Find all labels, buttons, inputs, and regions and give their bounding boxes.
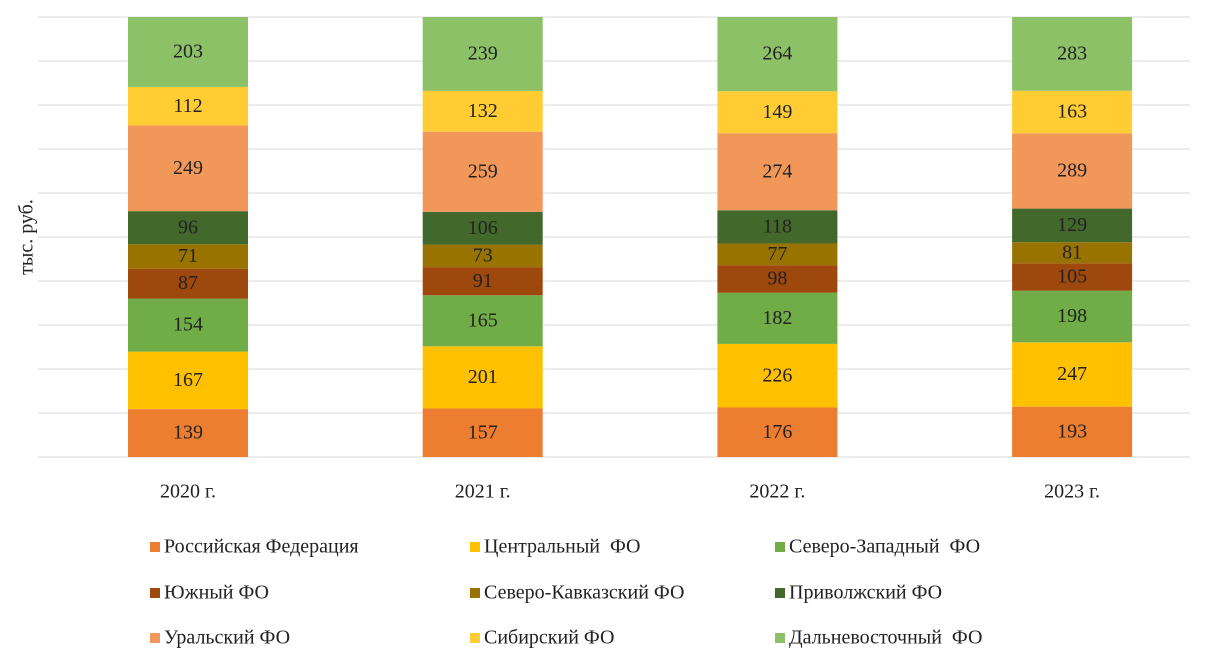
bar-segment	[1012, 242, 1133, 264]
data-label: 129	[1057, 214, 1087, 236]
bar-segment	[717, 265, 838, 293]
data-label: 71	[178, 245, 198, 267]
bar-segment	[128, 17, 248, 87]
data-label: 73	[473, 244, 493, 266]
data-label: 289	[1057, 160, 1087, 182]
data-label: 106	[468, 217, 498, 239]
x-tick-label: 2021 г.	[455, 481, 511, 503]
data-label: 154	[173, 314, 203, 336]
data-label: 198	[1057, 305, 1087, 327]
legend-swatch	[775, 542, 785, 552]
bar-segment	[128, 244, 248, 269]
bar-segment	[717, 407, 838, 457]
x-tick-label: 2020 г.	[160, 481, 216, 503]
data-label: 139	[173, 422, 203, 444]
bar-segment	[128, 125, 248, 212]
bar-segment	[717, 210, 838, 244]
data-label: 259	[468, 160, 498, 182]
data-label: 283	[1057, 42, 1087, 64]
data-label: 105	[1057, 266, 1087, 288]
x-tick-label: 2022 г.	[749, 481, 805, 503]
data-label: 203	[173, 41, 203, 63]
bar-segment	[1012, 342, 1133, 407]
data-label: 91	[473, 270, 493, 292]
y-axis-label: тыс. руб.	[16, 199, 38, 275]
legend-label: Северо-Западный ФО	[789, 536, 980, 558]
bar-segment	[128, 86, 248, 126]
data-label: 165	[468, 309, 498, 331]
bar-segment	[422, 131, 543, 212]
data-label: 77	[767, 243, 787, 265]
x-tick-label: 2023 г.	[1044, 481, 1100, 503]
bar-segment	[1012, 17, 1133, 91]
data-label: 264	[762, 43, 792, 65]
data-label: 149	[762, 101, 792, 123]
legend-label: Сибирский ФО	[484, 627, 614, 649]
data-label: 132	[468, 100, 498, 122]
legend-label: Дальневосточный ФО	[789, 627, 982, 649]
legend-swatch	[150, 588, 160, 598]
legend-swatch	[150, 542, 160, 552]
legend-swatch	[470, 633, 480, 643]
bar-segment	[128, 298, 248, 352]
legend-swatch	[775, 588, 785, 598]
bar-segment	[422, 17, 543, 91]
legend-swatch	[150, 633, 160, 643]
legend-swatch	[470, 542, 480, 552]
data-label: 249	[173, 157, 203, 179]
bar-segment	[1012, 406, 1133, 457]
bar-segment	[422, 267, 543, 296]
bar-segment	[717, 292, 838, 344]
data-label: 201	[468, 366, 498, 388]
data-label: 112	[173, 95, 202, 117]
data-label: 118	[763, 215, 792, 237]
bar-segment	[422, 244, 543, 268]
data-label: 163	[1057, 101, 1087, 123]
legend-label: Приволжский ФО	[789, 582, 942, 604]
data-label: 182	[762, 307, 792, 329]
legend-label: Северо-Кавказский ФО	[484, 582, 684, 604]
legend-label: Центральный ФО	[484, 536, 641, 558]
legend-label: Российская Федерация	[164, 536, 359, 558]
bar-segment	[422, 211, 543, 245]
legend-label: Южный ФО	[164, 582, 269, 604]
data-label: 193	[1057, 420, 1087, 442]
bar-segment	[422, 295, 543, 347]
data-label: 274	[762, 160, 792, 182]
bar-segment	[1012, 90, 1133, 134]
legend-swatch	[470, 588, 480, 598]
bar-segment	[128, 409, 248, 457]
data-label: 98	[767, 268, 787, 290]
bar-segment	[1012, 290, 1133, 343]
bar-segment	[717, 91, 838, 134]
bar-segment	[422, 90, 543, 132]
data-label: 239	[468, 43, 498, 65]
data-label: 247	[1057, 363, 1087, 385]
bar-segment	[1012, 263, 1133, 291]
data-label: 226	[762, 364, 792, 386]
legend-swatch	[775, 633, 785, 643]
bar-segment	[717, 343, 838, 408]
bar-segment	[717, 243, 838, 266]
data-label: 96	[178, 216, 198, 238]
bar-segment	[128, 268, 248, 299]
bar-segment	[1012, 133, 1133, 209]
data-label: 167	[173, 369, 203, 391]
data-label: 81	[1062, 241, 1082, 263]
bar-segment	[128, 211, 248, 245]
bar-segment	[422, 408, 543, 457]
bar-segment	[717, 133, 838, 211]
data-label: 176	[762, 421, 792, 443]
legend-label: Уральский ФО	[164, 627, 290, 649]
bar-segment	[1012, 208, 1133, 243]
data-label: 157	[468, 421, 498, 443]
bar-segment	[422, 346, 543, 409]
bar-segment	[128, 351, 248, 410]
data-label: 87	[178, 272, 198, 294]
bar-segment	[717, 17, 838, 92]
